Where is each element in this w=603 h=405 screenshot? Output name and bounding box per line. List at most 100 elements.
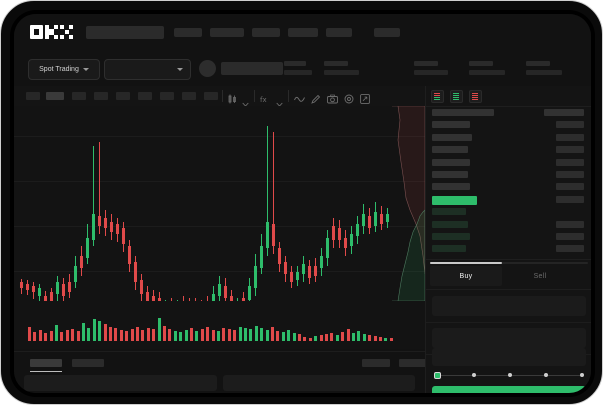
candle	[248, 286, 251, 300]
nav-item-assets[interactable]	[374, 28, 400, 37]
candle	[290, 272, 293, 282]
order-percent-slider[interactable]	[434, 371, 586, 381]
volume-bar	[238, 327, 242, 341]
candle	[140, 280, 143, 294]
orderbook-size-cell	[556, 133, 584, 141]
orderbook-row[interactable]	[426, 132, 591, 143]
candle-wick	[237, 298, 238, 301]
orderbook-row[interactable]	[426, 206, 591, 217]
candle-wick	[159, 292, 160, 301]
candlestick-type-icon[interactable]	[228, 91, 237, 109]
orderbook-row[interactable]	[426, 169, 591, 180]
timeframe-4[interactable]	[94, 92, 108, 100]
bottom-tab-assets[interactable]	[362, 359, 390, 367]
search-input[interactable]	[86, 26, 164, 39]
candle-wick	[201, 300, 202, 301]
candle	[56, 282, 59, 294]
nav-item-more[interactable]	[326, 28, 352, 37]
bottom-panel-left[interactable]	[24, 375, 217, 391]
indicators-icon[interactable]: fx	[260, 91, 270, 109]
volume-bar	[163, 326, 166, 341]
volume-bar	[260, 328, 264, 341]
orderbook-list[interactable]	[426, 107, 591, 259]
candle-wick	[189, 298, 190, 301]
nav-item-trade[interactable]	[174, 28, 202, 37]
timeframe-3[interactable]	[72, 92, 86, 100]
candle	[32, 286, 35, 292]
orderbook-row[interactable]	[426, 243, 591, 254]
timeframe-5[interactable]	[116, 92, 130, 100]
orderbook-row[interactable]	[426, 181, 591, 192]
candle	[128, 246, 131, 264]
volume-bar	[265, 330, 269, 341]
trading-pair-selector[interactable]	[104, 59, 191, 80]
candle	[296, 272, 299, 280]
volume-bar	[341, 332, 345, 341]
order-total-field[interactable]	[432, 348, 586, 366]
volume-bar	[103, 324, 107, 341]
slider-stop-100[interactable]	[580, 373, 584, 377]
candle	[230, 296, 233, 301]
volume-bar	[314, 336, 318, 341]
slider-stop-50[interactable]	[508, 373, 512, 377]
candle	[320, 256, 323, 268]
volume-bar	[303, 337, 307, 341]
timeframe-1[interactable]	[26, 92, 40, 100]
orderbook-row[interactable]	[426, 194, 591, 205]
toolbar-divider-2	[254, 90, 255, 102]
candle	[350, 234, 353, 246]
timeframe-2[interactable]	[46, 92, 64, 100]
order-price-field[interactable]	[432, 296, 586, 316]
draw-pencil-icon[interactable]	[311, 91, 321, 109]
volume-bar	[114, 328, 118, 341]
orderbook-row[interactable]	[426, 219, 591, 230]
slider-handle[interactable]	[434, 372, 441, 379]
orderbook-row[interactable]	[426, 119, 591, 130]
nav-item-web3[interactable]	[288, 28, 318, 37]
screenshot-camera-icon[interactable]	[327, 91, 338, 109]
tab-buy[interactable]: Buy	[430, 266, 502, 286]
trading-mode-selector[interactable]: Spot Trading	[28, 59, 100, 80]
price-candlestick-chart[interactable]	[14, 106, 425, 301]
orderbook-row[interactable]	[426, 231, 591, 242]
bottom-tab-order-history[interactable]	[72, 359, 104, 367]
line-chart-wave-icon[interactable]	[294, 91, 305, 109]
candle	[338, 228, 341, 240]
fullscreen-expand-icon[interactable]	[360, 91, 370, 109]
nav-item-earn[interactable]	[252, 28, 280, 37]
orderbook-row[interactable]	[426, 144, 591, 155]
timeframe-9[interactable]	[204, 92, 218, 100]
candle	[80, 256, 83, 268]
tab-sell[interactable]: Sell	[533, 272, 547, 280]
order-amount-field[interactable]	[432, 328, 586, 348]
orderbook-view-asks-icon[interactable]	[469, 90, 482, 103]
candle	[242, 298, 245, 301]
okx-logo-icon[interactable]	[30, 25, 74, 39]
timeframe-8[interactable]	[182, 92, 196, 100]
bottom-tab-open-orders[interactable]	[30, 359, 62, 367]
chart-settings-gear-icon[interactable]	[344, 91, 354, 109]
volume-bar	[168, 329, 172, 341]
orderbook-row[interactable]	[426, 157, 591, 168]
candle-wick	[273, 132, 274, 254]
orderbook-size-cell	[556, 158, 584, 166]
candle	[302, 264, 305, 274]
place-buy-order-button[interactable]	[432, 386, 586, 393]
orderbook-view-bids-icon[interactable]	[450, 90, 463, 103]
bottom-panel-right[interactable]	[222, 375, 415, 391]
candle	[122, 228, 125, 244]
timeframe-7[interactable]	[160, 92, 174, 100]
candle	[254, 266, 257, 288]
timeframe-6[interactable]	[138, 92, 152, 100]
volume-bar	[281, 332, 285, 341]
bottom-tab-tools[interactable]	[399, 359, 427, 367]
orderbook-price-cell	[432, 195, 477, 205]
orderbook-row[interactable]	[426, 107, 591, 118]
orderbook-view-both-icon[interactable]	[431, 90, 444, 103]
nav-item-markets[interactable]	[210, 28, 244, 37]
volume-bar	[325, 334, 328, 341]
slider-stop-25[interactable]	[472, 373, 476, 377]
volume-bar	[179, 332, 183, 341]
slider-stop-75[interactable]	[544, 373, 548, 377]
